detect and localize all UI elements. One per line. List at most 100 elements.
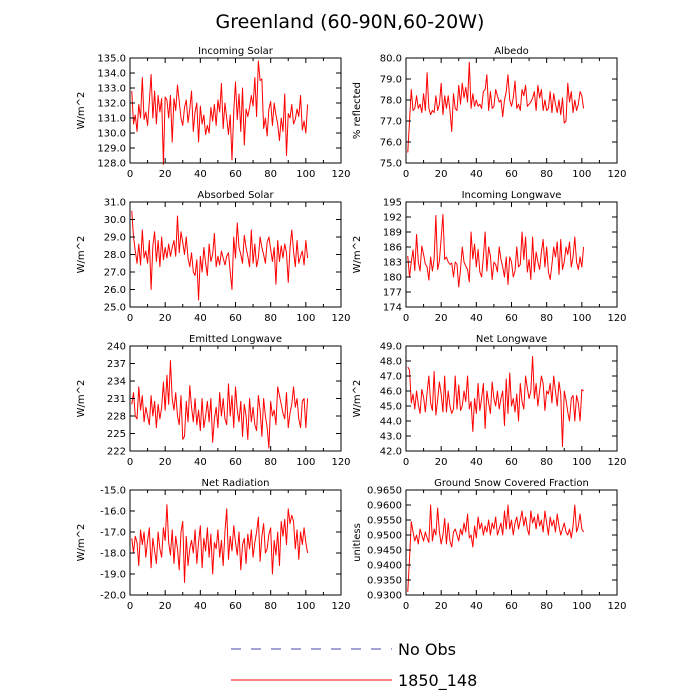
y-tick-label: 130.0 bbox=[97, 129, 126, 140]
y-tick-label: 48.0 bbox=[380, 357, 402, 368]
x-tick-label: 60 bbox=[505, 169, 518, 180]
y-tick-label: -16.0 bbox=[100, 507, 126, 518]
y-tick-label: 49.0 bbox=[380, 342, 402, 353]
panel-7: Net Radiation W/m^2 0 20 40 60 80 100 120 -20.0 -1… bbox=[76, 478, 351, 612]
y-tick-label: 228 bbox=[107, 412, 126, 423]
x-tick-label: 20 bbox=[435, 313, 448, 324]
y-tick-label: 28.0 bbox=[104, 250, 126, 261]
panel-5: Emitted Longwave W/m^2 0 20 40 60 80 100 120 222 2… bbox=[76, 334, 351, 468]
series-line-1850_148 bbox=[131, 60, 309, 165]
y-axis-label: unitless bbox=[352, 523, 363, 562]
series-line-1850_148 bbox=[407, 61, 585, 153]
y-axis-label: W/m^2 bbox=[76, 236, 87, 274]
panel-title: Incoming Longwave bbox=[462, 190, 562, 201]
y-tick-label: 42.0 bbox=[380, 447, 402, 458]
y-tick-label: 43.0 bbox=[380, 432, 402, 443]
panel-title: Incoming Solar bbox=[198, 46, 274, 57]
x-tick-label: 80 bbox=[264, 313, 277, 324]
y-tick-label: 0.9350 bbox=[367, 576, 402, 587]
y-tick-label: 234 bbox=[107, 377, 126, 388]
x-tick-label: 120 bbox=[331, 457, 350, 468]
y-tick-label: 27.0 bbox=[104, 268, 126, 279]
y-tick-label: 131.0 bbox=[97, 114, 126, 125]
y-tick-label: 0.9300 bbox=[367, 591, 402, 602]
x-tick-label: 40 bbox=[194, 457, 207, 468]
series-line-1850_148 bbox=[407, 356, 584, 447]
y-tick-label: 133.0 bbox=[97, 84, 126, 95]
x-tick-label: 100 bbox=[572, 457, 591, 468]
y-tick-label: 29.0 bbox=[104, 233, 126, 244]
panel-title: Net Longwave bbox=[476, 334, 547, 345]
x-tick-label: 40 bbox=[470, 601, 483, 612]
series-line-1850_148 bbox=[407, 214, 585, 288]
y-tick-label: 195 bbox=[383, 198, 402, 209]
y-tick-label: 80.0 bbox=[380, 54, 402, 65]
x-tick-label: 0 bbox=[403, 601, 409, 612]
y-axis-label: W/m^2 bbox=[352, 380, 363, 418]
x-tick-label: 20 bbox=[435, 457, 448, 468]
x-tick-label: 40 bbox=[470, 457, 483, 468]
y-tick-label: -18.0 bbox=[100, 549, 126, 560]
y-axis-label: % reflected bbox=[352, 82, 363, 139]
y-axis-label: W/m^2 bbox=[76, 524, 87, 562]
y-tick-label: 135.0 bbox=[97, 54, 126, 65]
x-tick-label: 100 bbox=[296, 457, 315, 468]
y-tick-label: 0.9400 bbox=[367, 561, 402, 572]
y-tick-label: 47.0 bbox=[380, 372, 402, 383]
x-tick-label: 120 bbox=[607, 601, 626, 612]
x-tick-label: 40 bbox=[194, 601, 207, 612]
x-tick-label: 60 bbox=[229, 313, 242, 324]
y-tick-label: 30.0 bbox=[104, 215, 126, 226]
panel-title: Ground Snow Covered Fraction bbox=[434, 478, 589, 489]
panel-title: Emitted Longwave bbox=[189, 334, 282, 345]
y-tick-label: 134.0 bbox=[97, 69, 126, 80]
x-tick-label: 120 bbox=[331, 313, 350, 324]
x-tick-label: 80 bbox=[264, 169, 277, 180]
series-line-1850_148 bbox=[131, 210, 309, 301]
x-tick-label: 80 bbox=[264, 457, 277, 468]
series-line-1850_148 bbox=[407, 504, 585, 593]
y-tick-label: 31.0 bbox=[104, 198, 126, 209]
panel-1: Incoming Solar W/m^2 0 20 40 60 80 100 120 128.0 1… bbox=[76, 46, 351, 180]
x-tick-label: 20 bbox=[159, 457, 172, 468]
x-tick-label: 20 bbox=[159, 169, 172, 180]
panel-title: Absorbed Solar bbox=[197, 190, 274, 201]
y-tick-label: 46.0 bbox=[380, 387, 402, 398]
x-tick-label: 80 bbox=[540, 313, 553, 324]
x-tick-label: 60 bbox=[229, 169, 242, 180]
x-tick-label: 60 bbox=[505, 313, 518, 324]
legend-label-no-obs: No Obs bbox=[398, 640, 456, 659]
y-tick-label: 231 bbox=[107, 394, 126, 405]
y-tick-label: 183 bbox=[383, 258, 402, 269]
y-axis-label: W/m^2 bbox=[76, 380, 87, 418]
y-tick-label: 78.0 bbox=[380, 96, 402, 107]
y-tick-label: 189 bbox=[383, 228, 402, 239]
x-tick-label: 100 bbox=[572, 601, 591, 612]
y-tick-label: 177 bbox=[383, 288, 402, 299]
y-tick-label: 237 bbox=[107, 359, 126, 370]
y-tick-label: 174 bbox=[383, 303, 402, 314]
x-tick-label: 0 bbox=[127, 313, 133, 324]
x-tick-label: 120 bbox=[607, 169, 626, 180]
x-tick-label: 40 bbox=[470, 169, 483, 180]
legend: No Obs 1850_148 bbox=[231, 640, 477, 691]
x-tick-label: 20 bbox=[159, 313, 172, 324]
x-tick-label: 80 bbox=[264, 601, 277, 612]
y-tick-label: 225 bbox=[107, 429, 126, 440]
x-tick-label: 20 bbox=[159, 601, 172, 612]
y-tick-label: 186 bbox=[383, 243, 402, 254]
y-tick-label: 0.9650 bbox=[367, 486, 402, 497]
y-tick-label: 0.9600 bbox=[367, 501, 402, 512]
panel-6: Net Longwave W/m^2 0 20 40 60 80 100 120 42.0 43.0… bbox=[352, 334, 627, 468]
y-tick-label: 0.9550 bbox=[367, 516, 402, 527]
x-tick-label: 100 bbox=[572, 169, 591, 180]
x-tick-label: 60 bbox=[229, 457, 242, 468]
x-tick-label: 120 bbox=[607, 457, 626, 468]
plot-frame bbox=[405, 489, 618, 596]
panel-2: Albedo % reflected 0 20 40 60 80 100 120 75.0 76.0… bbox=[352, 46, 627, 180]
plot-frame bbox=[129, 345, 342, 452]
x-tick-label: 80 bbox=[540, 601, 553, 612]
x-tick-label: 40 bbox=[194, 169, 207, 180]
x-tick-label: 40 bbox=[470, 313, 483, 324]
